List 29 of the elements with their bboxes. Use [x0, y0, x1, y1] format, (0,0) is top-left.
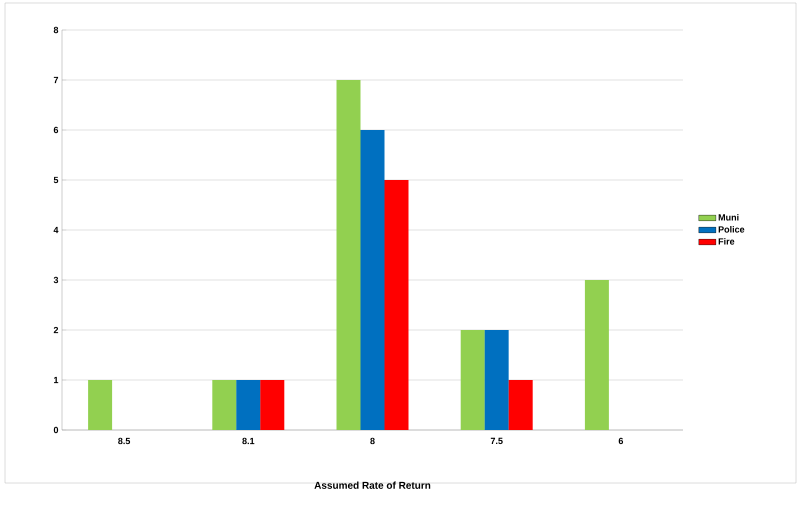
- bar: [484, 330, 509, 430]
- bar: [360, 130, 384, 430]
- legend-label: Police: [718, 226, 744, 233]
- y-tick-label: 1: [54, 376, 58, 384]
- bar: [212, 380, 236, 430]
- x-tick-label: 8: [370, 438, 375, 444]
- y-tick-label: 0: [54, 426, 58, 434]
- bar: [336, 80, 361, 430]
- bar: [460, 330, 485, 430]
- y-tick-label: 2: [54, 326, 58, 334]
- x-tick-label: 6: [618, 438, 624, 444]
- y-tick-label: 8: [54, 26, 58, 34]
- bar: [260, 380, 284, 430]
- y-tick-label: 5: [54, 176, 58, 184]
- x-tick-label: 8.5: [118, 438, 130, 444]
- x-tick-label: 7.5: [490, 438, 503, 444]
- y-tick-label: 6: [54, 126, 58, 134]
- bar: [584, 280, 609, 430]
- y-tick-label: 3: [54, 276, 58, 284]
- bar: [236, 380, 260, 430]
- bar: [88, 380, 112, 430]
- bar: [384, 180, 408, 430]
- legend-label: Muni: [718, 214, 738, 221]
- y-tick-label: 7: [54, 76, 58, 84]
- x-axis-title: Assumed Rate of Return: [314, 482, 430, 489]
- y-tick-label: 4: [54, 226, 58, 234]
- legend-label: Fire: [718, 238, 734, 245]
- bar: [508, 380, 533, 430]
- x-tick-label: 8.1: [242, 438, 254, 444]
